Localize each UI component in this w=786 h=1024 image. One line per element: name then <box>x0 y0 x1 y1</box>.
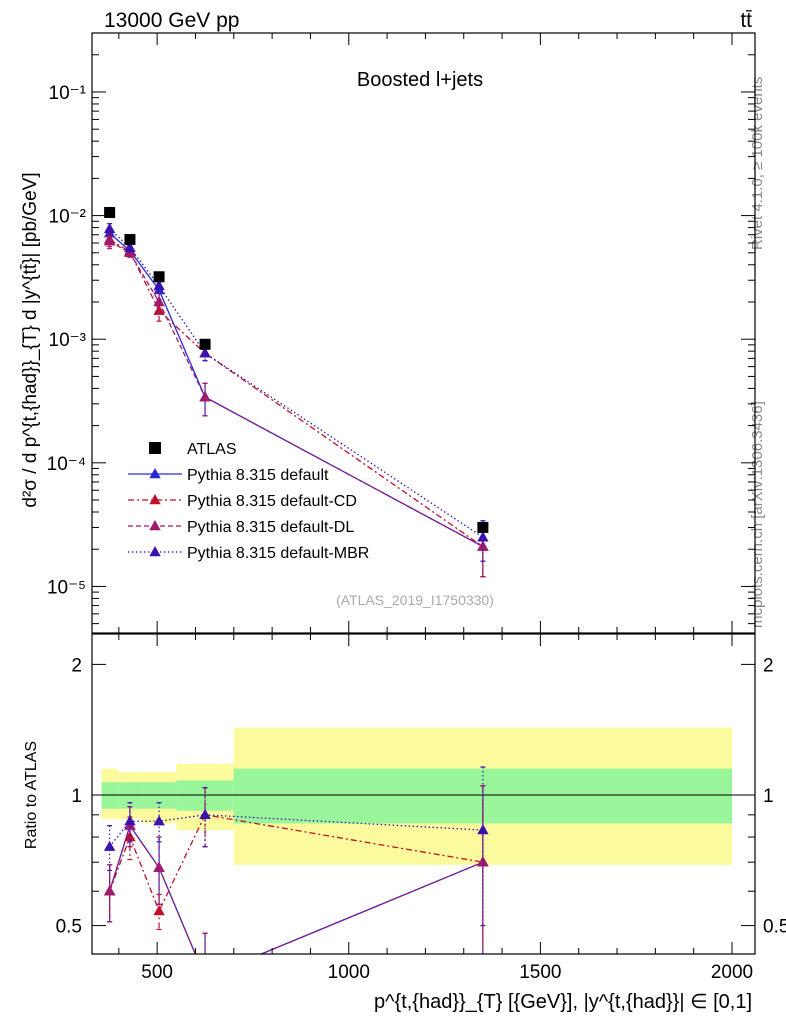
main-y-tick-label: 10⁻² <box>49 207 87 228</box>
ratio-series-0-marker <box>199 971 210 981</box>
ratio-series <box>92 766 755 981</box>
main-series-3-marker <box>477 531 489 542</box>
ratio-series-3-marker <box>153 815 165 826</box>
ratio-y-tick-label-right: 1 <box>763 786 774 807</box>
ratio-uncertainty-bands <box>101 727 733 865</box>
energy-label: 13000 GeV pp <box>104 9 239 32</box>
atlas-data-point <box>477 521 489 533</box>
legend-label-atlas: ATLAS <box>187 441 237 458</box>
x-tick-label: 2000 <box>711 962 753 983</box>
main-series-3-marker <box>124 241 136 252</box>
process-label: tt̄ <box>740 9 752 32</box>
ratio-frame <box>91 633 756 955</box>
atlas-data-point <box>199 338 211 350</box>
main-frame <box>91 32 756 634</box>
ratio-y-tick-label-right: 0.5 <box>763 917 786 938</box>
atlas-data-point <box>124 234 136 246</box>
ratio-y-tick-label: 1 <box>71 786 82 807</box>
legend-label-0: Pythia 8.315 default <box>187 467 329 484</box>
x-axis-label: p^{t,{had}}_{T} [{GeV}], |y^{t,{had}}| ∈… <box>374 991 752 1013</box>
main-series-3-marker <box>103 222 116 234</box>
legend-marker-atlas <box>149 442 161 454</box>
plot-title: Boosted l+jets <box>357 69 483 91</box>
legend-marker-1 <box>149 494 161 505</box>
rivet-label: Rivet 4.1.0, ≥ 100k events <box>749 77 766 250</box>
ratio-series-1-marker <box>153 905 165 916</box>
ratio-series-3-marker <box>124 815 136 826</box>
legend: ATLAS Pythia 8.315 default Pythia 8.315 de… <box>128 441 369 562</box>
main-y-tick-label: 10⁻³ <box>49 330 87 351</box>
main-series <box>103 206 489 578</box>
x-tick-label: 500 <box>141 962 173 983</box>
legend-marker-0 <box>149 468 161 479</box>
legend-marker-2 <box>149 520 161 531</box>
main-y-tick-label: 10⁻¹ <box>49 83 87 104</box>
main-y-tick-label: 10⁻⁵ <box>47 577 86 598</box>
main-series-2-marker <box>103 235 116 246</box>
main-y-tick-label: 10⁻⁴ <box>47 454 86 475</box>
analysis-id: (ATLAS_2019_I1750330) <box>336 592 494 608</box>
main-series-3-line <box>109 228 484 538</box>
ratio-y-tick-label-right: 2 <box>763 655 774 676</box>
ratio-ylabel: Ratio to ATLAS <box>23 741 40 849</box>
ratio-y-tick-label: 2 <box>71 655 82 676</box>
legend-label-2: Pythia 8.315 default-DL <box>187 519 354 536</box>
ratio-y-tick-label: 0.5 <box>56 917 82 938</box>
atlas-data-point <box>153 271 165 283</box>
mcplots-label: mcplots.cern.ch [arXiv:1306.3436] <box>749 401 766 628</box>
ratio-series-1-line <box>109 814 484 913</box>
ratio-series-3-marker <box>199 808 211 820</box>
main-series-3-marker <box>199 347 211 358</box>
legend-label-1: Pythia 8.315 default-CD <box>187 493 357 510</box>
x-tick-label: 1000 <box>328 962 370 983</box>
axes-frames <box>91 32 756 955</box>
ratio-series-3-marker <box>103 840 116 851</box>
ratio-series-2-marker <box>477 856 489 867</box>
ratio-series-2-marker <box>199 971 210 981</box>
atlas-data-point <box>104 206 116 218</box>
ratio-series-3-line <box>109 814 483 848</box>
legend-marker-3 <box>149 546 161 557</box>
ratio-series-3-marker <box>477 824 489 835</box>
legend-label-3: Pythia 8.315 default-MBR <box>187 545 369 562</box>
main-ylabel: d²σ / d p^{t,{had}}_{T} d |y^{tt̄}| [pb/… <box>20 172 41 507</box>
main-series-2-marker <box>153 295 165 307</box>
main-series-3-marker <box>153 279 165 291</box>
main-series-2-marker <box>199 391 211 402</box>
ratio-series-2-marker <box>153 861 165 872</box>
ratio-series-2-line <box>109 824 484 954</box>
axis-ticks: 500 1000 1500 2000 10⁻⁵ 10⁻⁴ 10⁻³ 10⁻² 10⁻¹ 0.5 0.… <box>47 33 786 983</box>
ratio-series-2-marker <box>103 885 116 896</box>
x-tick-label: 1500 <box>519 962 561 983</box>
